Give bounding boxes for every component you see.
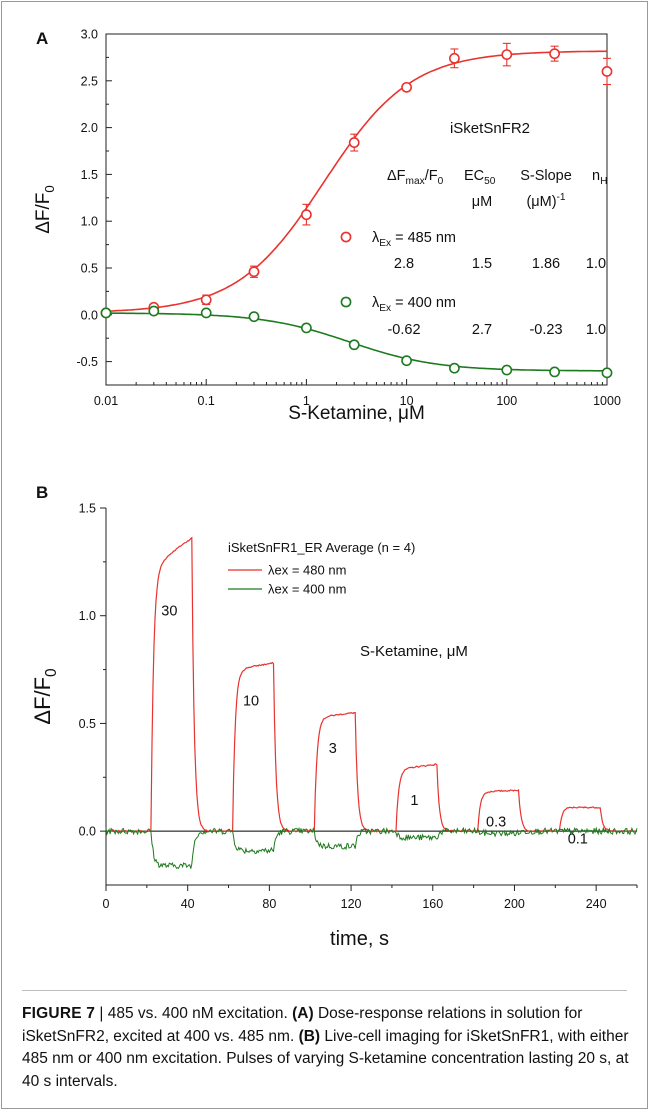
- panel-a-x-axis-label: S-Ketamine, μM: [288, 403, 425, 424]
- panel-b-pulse-label: 3: [329, 741, 337, 757]
- panel-a-param-value: -0.62: [387, 322, 420, 338]
- panel-a-param-value: -0.23: [529, 322, 562, 338]
- panel-a-header-ec50: EC50: [464, 168, 496, 187]
- panel-a-header-ec50-unit: μM: [472, 194, 492, 210]
- caption-text-a: Dose-response relations in solution for …: [22, 1005, 583, 1045]
- panel-a-legend-marker: [340, 231, 352, 243]
- panel-b-x-tick-label: 120: [341, 897, 362, 911]
- panel-b-x-tick-label: 160: [422, 897, 443, 911]
- panel-a-data-point: [100, 307, 112, 319]
- panel-b-y-tick-label: 1.5: [79, 502, 96, 516]
- panel-a-data-point: [449, 52, 460, 64]
- panel-b-annotation: S-Ketamine, μM: [360, 643, 468, 660]
- panel-a-data-point: [601, 66, 613, 77]
- panel-b-pulse-label: 10: [243, 694, 259, 710]
- panel-a-data-point: [200, 294, 212, 306]
- panel-a-header-nh: nH: [592, 168, 607, 187]
- panel-b-trace-400: [105, 826, 638, 870]
- panel-b-x-axis-label: time, s: [330, 928, 389, 950]
- panel-a-plot-frame: [105, 33, 608, 386]
- panel-b-legend-title: iSketSnFR1_ER Average (n = 4): [228, 540, 415, 555]
- panel-b-y-tick-label: 0.0: [79, 825, 96, 839]
- panel-b-pulse-label: 0.3: [486, 814, 506, 830]
- panel-b-y-axis-label: ΔF/F0: [30, 668, 60, 724]
- panel-a-y-tick-label: 1.0: [81, 215, 98, 229]
- panel-a-data-point: [449, 362, 460, 374]
- panel-a-x-tick-label: 1: [303, 394, 310, 408]
- panel-a-data-point: [300, 322, 312, 334]
- panel-a-y-tick-label: 0.0: [81, 308, 98, 322]
- panel-a-y-tick-label: 3.0: [81, 28, 98, 42]
- panel-b-trace-480: [105, 536, 638, 833]
- panel-b-x-tick-label: 0: [103, 897, 110, 911]
- panel-a-x-tick-label: 0.1: [198, 394, 215, 408]
- panel-a-param-value: 1.5: [472, 256, 492, 272]
- panel-a-data-point: [501, 49, 513, 60]
- panel-a-x-tick-label: 100: [496, 394, 517, 408]
- caption-text-b: Live-cell imaging for iSketSnFR1, with e…: [22, 1027, 629, 1090]
- panel-a-y-tick-label: 1.5: [81, 168, 98, 182]
- panel-a-data-point: [348, 137, 360, 148]
- panel-a-data-point: [148, 305, 160, 317]
- caption-tag-b: (B): [298, 1027, 321, 1045]
- panel-a-header-slope: S-Slope: [520, 168, 572, 184]
- panel-a-data-point: [501, 364, 513, 376]
- panel-b-pulse-label: 1: [410, 793, 418, 809]
- panel-a-title: iSketSnFR2: [450, 120, 530, 137]
- panel-a-data-point: [200, 307, 212, 319]
- caption-divider: [22, 990, 627, 991]
- panel-a-y-tick-label: -0.5: [76, 355, 98, 369]
- figure-panels: A-0.50.00.51.01.52.02.53.00.01 0.1 1 10 100 1…: [30, 28, 638, 950]
- panel-b-legend-label: λex = 400 nm: [268, 582, 346, 597]
- panel-b-y-tick-label: 0.5: [79, 717, 96, 731]
- panel-a-data-point: [549, 366, 561, 378]
- panel-a-x-tick-label: 0.01: [94, 394, 118, 408]
- panel-a-x-tick-label: 1000: [593, 394, 621, 408]
- panel-b-x-tick-label: 240: [586, 897, 607, 911]
- panel-a-y-tick-label: 2.0: [81, 121, 98, 135]
- panel-b-x-tick-label: 80: [262, 897, 276, 911]
- panel-a-param-value: 1.86: [532, 256, 560, 272]
- figure-label-separator: |: [95, 1005, 108, 1022]
- caption-tag-a: (A): [292, 1005, 314, 1022]
- figure-caption: FIGURE 7 | 485 vs. 400 nM excitation. (A…: [22, 1003, 634, 1093]
- caption-title: 485 vs. 400 nM excitation.: [107, 1005, 288, 1022]
- panel-a-fit-line-485: [105, 50, 608, 312]
- panel-b-pulse-label: 0.1: [568, 832, 588, 848]
- panel-b-letter: B: [36, 483, 48, 502]
- panel-a-param-value: 1.0: [586, 322, 606, 338]
- panel-a-data-point: [401, 355, 412, 367]
- figure-label: FIGURE 7: [22, 1005, 96, 1022]
- panel-a-legend-marker: [340, 296, 352, 308]
- panel-a-header-dfmax: ΔFmax/F0: [387, 168, 444, 187]
- panel-a-data-point: [401, 81, 412, 93]
- panel-a-header-slope-unit: (μM)-1: [526, 192, 565, 210]
- panel-b-x-tick-label: 40: [181, 897, 195, 911]
- panel-a-y-tick-label: 2.5: [81, 74, 98, 88]
- panel-a-legend-label: λEx = 485 nm: [372, 230, 456, 249]
- panel-a-y-tick-label: 0.5: [81, 262, 98, 276]
- panel-a-data-point: [300, 209, 312, 221]
- panel-a-data-point: [248, 311, 260, 323]
- panel-a-param-value: 2.7: [472, 322, 492, 338]
- panel-a-data-point: [348, 339, 360, 351]
- panel-a-param-value: 2.8: [394, 256, 414, 272]
- panel-a-letter: A: [36, 29, 48, 48]
- panel-b-x-tick-label: 200: [504, 897, 525, 911]
- panel-a-x-tick-label: 10: [400, 394, 414, 408]
- panel-a-data-point: [549, 48, 561, 60]
- panel-b-legend-label: λex = 480 nm: [268, 563, 346, 578]
- panel-b-pulse-label: 30: [161, 603, 177, 619]
- panel-a-y-axis-label: ΔF/F0: [33, 185, 57, 234]
- panel-b-y-tick-label: 1.0: [79, 609, 96, 623]
- panel-a-param-value: 1.0: [586, 256, 606, 272]
- panel-a-data-point: [248, 266, 260, 278]
- panel-a-data-point: [601, 367, 613, 379]
- panel-a-legend-label: λEx = 400 nm: [372, 295, 456, 314]
